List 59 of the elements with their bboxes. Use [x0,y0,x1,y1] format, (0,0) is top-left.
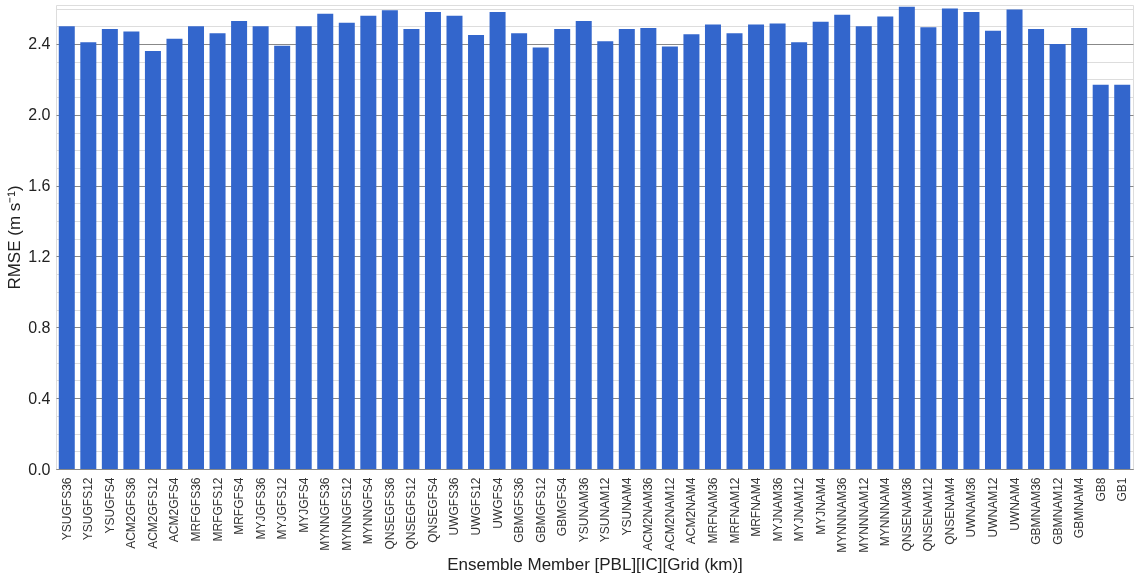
x-tick-label: MYNNNAM36 [835,477,850,553]
x-tick-label: MYJNAM36 [770,477,785,542]
x-tick-label: ACM2GFS4 [167,477,182,543]
x-tick-label: MRFGFS4 [232,477,247,535]
x-tick-label: YSUGFS4 [102,477,117,534]
x-tick-label: QNSENAM36 [899,477,914,552]
x-tick-label: ACM2NAM12 [662,477,677,551]
x-tick-label: YSUGFS36 [59,477,74,541]
x-tick-label: MYNNNAM4 [878,477,893,547]
x-tick-label: QNSENAM12 [921,477,936,552]
x-tick-label: MYJGFS36 [253,477,268,540]
x-tick-label: QNSEGFS36 [382,477,397,550]
x-tick-label: MRFNAM4 [749,477,764,537]
x-tick-label: UWGFS12 [469,477,484,536]
x-tick-label: MRFNAM36 [705,477,720,544]
x-tick-label: YSUNAM4 [619,477,634,536]
x-tick-label: MYJNAM4 [813,477,828,535]
y-tick-label: 0.4 [28,389,51,407]
x-tick-label: MYNNGFS12 [339,477,354,551]
x-tick-label: MYNNNAM12 [856,477,871,553]
x-tick-label: MYNNGFS36 [318,477,333,551]
x-tick-label: QNSENAM4 [942,477,957,545]
x-tick-label: UWGFS4 [490,477,505,529]
x-tick-label: MYJGFS12 [275,477,290,540]
x-tick-label: GBMGFS4 [555,477,570,537]
x-tick-label: GBMGFS36 [512,477,527,543]
x-tick-label: YSUNAM36 [576,477,591,543]
y-tick-label: 2.0 [28,106,51,124]
y-axis-title: RMSE (m s⁻¹) [5,185,25,290]
x-tick-label: MYJGFS4 [296,477,311,533]
x-tick-label: UWNAM36 [964,477,979,538]
x-tick-label: MYNNGFS4 [361,477,376,545]
x-tick-label: YSUGFS12 [81,477,96,541]
y-tick-label: 0.8 [28,318,51,336]
x-tick-label: GB1 [1115,477,1130,502]
x-axis-title: Ensemble Member [PBL][IC][Grid (km)] [447,554,743,574]
x-tick-label: MRFNAM12 [727,477,742,544]
x-tick-label: QNSEGFS12 [404,477,419,550]
y-tick-label: 1.2 [28,247,51,265]
x-tick-label: UWNAM12 [985,477,1000,538]
x-tick-label: QNSEGFS4 [425,477,440,543]
x-tick-label: ACM2GFS12 [145,477,160,549]
x-tick-label: GB8 [1093,477,1108,502]
x-tick-label: MRFGFS12 [210,477,225,542]
x-tick-label: ACM2GFS36 [124,477,139,549]
y-tick-label: 2.4 [28,35,51,53]
x-tick-label: MYJNAM12 [792,477,807,542]
x-tick-label: GBMNAM36 [1029,477,1044,545]
x-tick-label: UWGFS36 [447,477,462,536]
y-tick-label: 0.0 [28,460,51,478]
y-tick-label: 1.6 [28,177,51,195]
x-tick-label: ACM2NAM36 [641,477,656,551]
x-tick-label: GBMNAM4 [1072,477,1087,539]
x-tick-label: ACM2NAM4 [684,477,699,545]
x-tick-label: YSUNAM12 [598,477,613,543]
x-tick-label: GBMNAM12 [1050,477,1065,545]
x-tick-label: MRFGFS36 [189,477,204,542]
x-tick-label: UWNAM4 [1007,477,1022,531]
x-tick-label: GBMGFS12 [533,477,548,543]
